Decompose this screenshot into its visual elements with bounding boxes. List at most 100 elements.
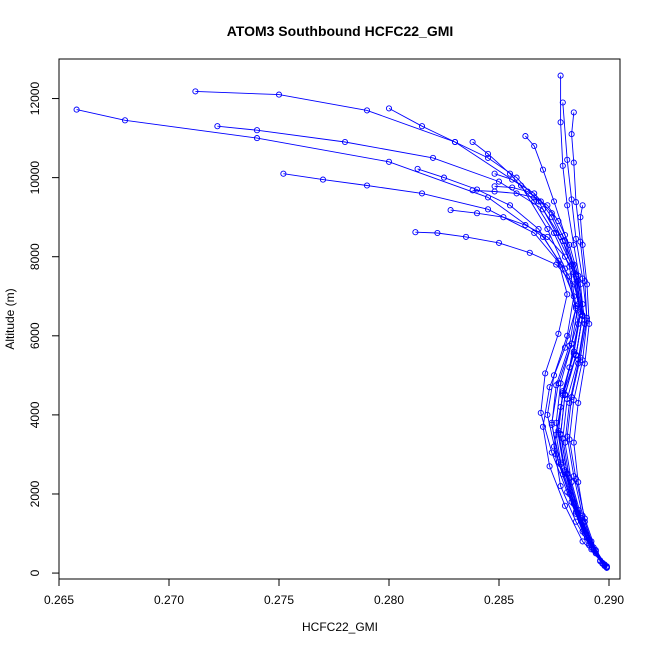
- y-tick-label: 12000: [28, 82, 42, 116]
- data-point: [592, 547, 599, 554]
- data-point: [557, 431, 564, 438]
- data-point: [550, 372, 558, 379]
- data-point: [570, 396, 577, 403]
- data-point: [469, 138, 476, 146]
- y-axis: 0 2000 4000 6000 8000 10000 12000: [28, 82, 60, 576]
- data-point: [121, 117, 129, 124]
- series-line: [417, 168, 601, 561]
- data-point: [418, 190, 426, 197]
- data-point: [564, 202, 571, 209]
- data-point: [557, 119, 564, 126]
- data-point: [570, 500, 577, 507]
- chart-title: ATOM3 Southbound HCFC22_GMI: [227, 23, 454, 39]
- data-point: [557, 461, 564, 468]
- data-point: [581, 515, 588, 522]
- data-point: [280, 170, 287, 177]
- data-point: [592, 550, 599, 557]
- data-point: [557, 403, 564, 411]
- data-point: [412, 229, 419, 236]
- series-line: [494, 185, 605, 565]
- data-point: [531, 194, 538, 201]
- data-point: [363, 182, 371, 189]
- data-point: [581, 360, 588, 367]
- data-point: [570, 241, 577, 248]
- data-point: [555, 330, 562, 337]
- data-point: [469, 187, 476, 194]
- data-point: [531, 198, 538, 205]
- data-point: [575, 320, 582, 327]
- data-point: [561, 392, 569, 399]
- data-point: [537, 409, 544, 416]
- y-tick-label: 10000: [28, 161, 42, 195]
- data-point: [550, 198, 558, 205]
- data-point: [253, 135, 261, 142]
- data-point: [559, 99, 566, 106]
- data-point: [566, 342, 573, 349]
- data-point: [570, 498, 577, 505]
- data-point: [566, 273, 573, 280]
- data-point: [542, 370, 549, 377]
- data-point: [544, 233, 551, 240]
- data-point: [566, 263, 573, 270]
- data-point: [572, 273, 580, 280]
- data-point: [575, 399, 582, 407]
- data-point: [561, 237, 569, 244]
- y-tick-label: 4000: [28, 401, 42, 428]
- data-point: [451, 138, 459, 146]
- data-point: [566, 399, 573, 407]
- data-point: [275, 91, 283, 98]
- data-point: [572, 199, 580, 206]
- data-point: [575, 479, 582, 486]
- data-point: [575, 510, 582, 517]
- data-point: [484, 150, 492, 157]
- data-point: [440, 174, 448, 181]
- data-point: [561, 502, 569, 509]
- data-point: [564, 156, 571, 163]
- x-tick-label: 0.275: [264, 593, 294, 607]
- data-point: [192, 88, 199, 95]
- data-point: [588, 542, 595, 549]
- y-tick-label: 8000: [28, 243, 42, 270]
- data-point: [447, 207, 454, 214]
- data-point: [559, 237, 566, 244]
- data-point: [548, 449, 555, 456]
- series-points: [73, 72, 610, 571]
- series-line: [76, 109, 608, 568]
- y-tick-label: 6000: [28, 322, 42, 349]
- data-point: [561, 253, 569, 260]
- data-point: [570, 439, 577, 446]
- data-point: [539, 206, 547, 213]
- data-point: [544, 202, 551, 209]
- data-point: [548, 421, 555, 428]
- data-point: [319, 176, 327, 183]
- data-point: [495, 239, 503, 246]
- data-point: [550, 229, 558, 237]
- x-tick-label: 0.290: [594, 593, 624, 607]
- data-point: [570, 159, 577, 166]
- data-point: [577, 214, 584, 221]
- series-line: [388, 108, 603, 564]
- data-point: [546, 463, 553, 470]
- data-point: [564, 291, 571, 298]
- data-point: [491, 188, 498, 195]
- data-point: [522, 222, 529, 229]
- data-point: [484, 194, 492, 201]
- data-point: [506, 202, 514, 209]
- data-point: [553, 382, 560, 389]
- data-point: [572, 518, 580, 525]
- data-point: [568, 131, 575, 138]
- data-point: [546, 384, 553, 391]
- data-point: [553, 229, 560, 237]
- data-point: [548, 210, 555, 217]
- data-point: [509, 176, 516, 183]
- data-point: [513, 190, 520, 197]
- data-point: [564, 332, 571, 339]
- data-point: [473, 186, 481, 193]
- data-point: [575, 360, 582, 367]
- x-tick-label: 0.270: [154, 593, 184, 607]
- data-point: [550, 443, 558, 450]
- data-point: [506, 170, 514, 177]
- data-point: [539, 423, 547, 430]
- y-tick-label: 2000: [28, 480, 42, 507]
